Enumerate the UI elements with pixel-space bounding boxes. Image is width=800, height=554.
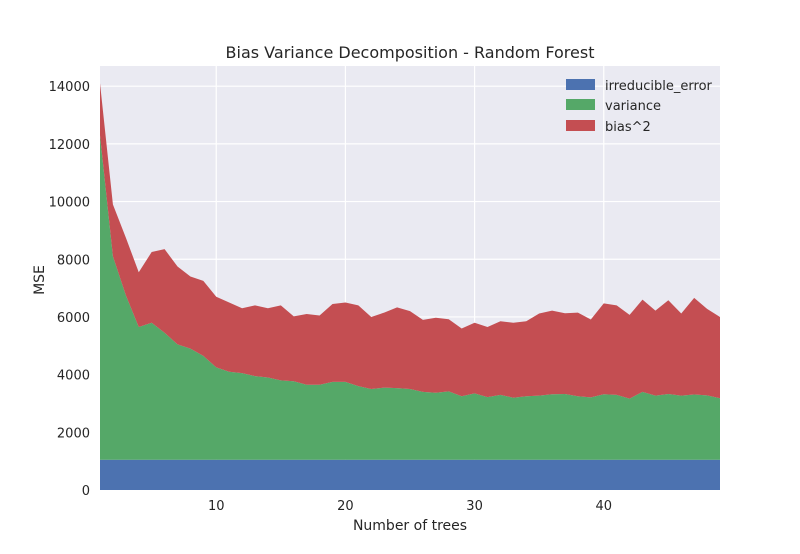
x-tick-label: 30 xyxy=(466,499,483,514)
area-bias-2 xyxy=(100,83,720,399)
x-axis-label: Number of trees xyxy=(353,518,467,534)
y-tick-label: 12000 xyxy=(49,138,90,153)
y-tick-label: 4000 xyxy=(57,369,90,384)
y-tick-label: 14000 xyxy=(49,80,90,95)
x-tick-label: 40 xyxy=(595,499,612,514)
legend-label-irreducible-error: irreducible_error xyxy=(605,79,713,94)
y-tick-label: 10000 xyxy=(49,196,90,211)
x-tick-label: 20 xyxy=(337,499,354,514)
legend-swatch-bias-squared xyxy=(566,120,595,131)
y-axis-label: MSE xyxy=(32,265,48,295)
legend-swatch-irreducible-error xyxy=(566,79,595,90)
area-irreducible-error xyxy=(100,459,720,490)
tick-labels: 10 20 30 40 0 2000 4000 6000 8000 10000 12000 14000 xyxy=(49,80,612,514)
y-tick-label: 8000 xyxy=(57,253,90,268)
chart-title: Bias Variance Decomposition - Random For… xyxy=(226,43,595,62)
legend-label-variance: variance xyxy=(605,99,661,114)
legend-label-bias-squared: bias^2 xyxy=(605,120,651,135)
y-tick-label: 6000 xyxy=(57,311,90,326)
x-tick-label: 10 xyxy=(208,499,225,514)
y-tick-label: 2000 xyxy=(57,426,90,441)
area-series xyxy=(100,83,720,490)
legend-swatch-variance xyxy=(566,99,595,110)
legend: irreducible_error variance bias^2 xyxy=(566,79,713,135)
y-tick-label: 0 xyxy=(82,484,90,499)
area-variance xyxy=(100,135,720,460)
